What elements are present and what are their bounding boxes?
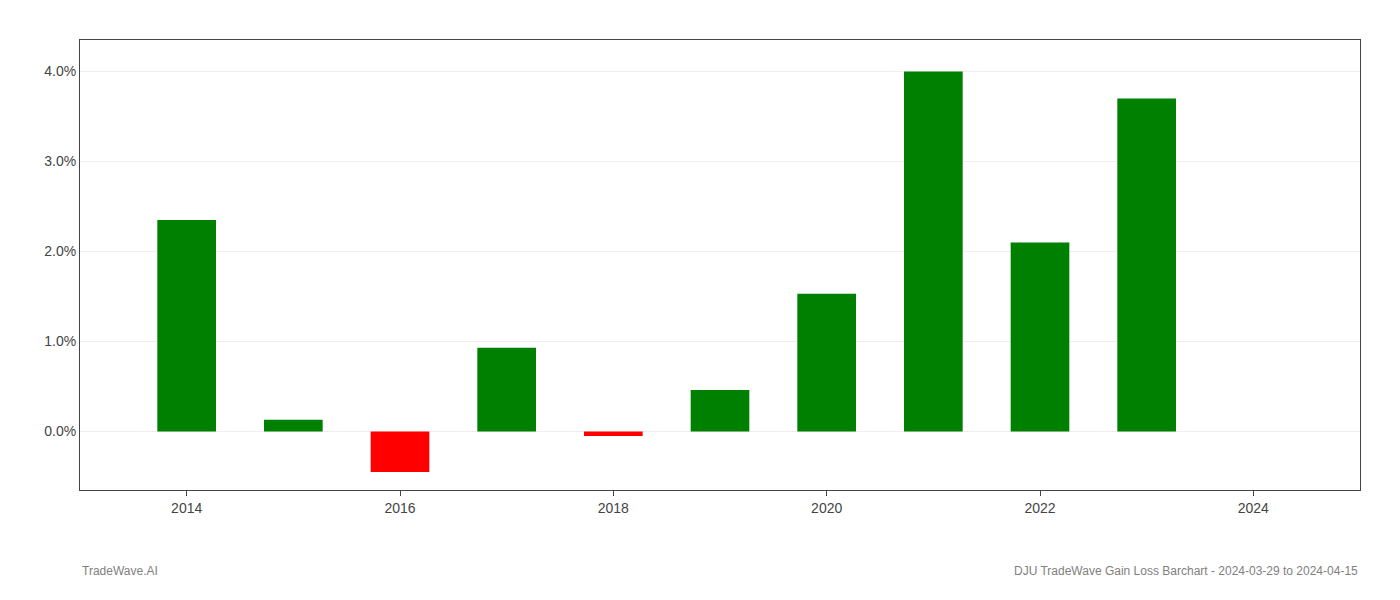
svg-text:2.0%: 2.0% — [44, 243, 76, 259]
svg-text:3.0%: 3.0% — [44, 153, 76, 169]
svg-text:0.0%: 0.0% — [44, 423, 76, 439]
svg-text:2016: 2016 — [384, 500, 415, 516]
svg-text:2020: 2020 — [811, 500, 842, 516]
svg-text:1.0%: 1.0% — [44, 333, 76, 349]
svg-text:2018: 2018 — [598, 500, 629, 516]
svg-text:DJU TradeWave Gain Loss Barcha: DJU TradeWave Gain Loss Barchart - 2024-… — [1014, 564, 1358, 578]
svg-text:2022: 2022 — [1024, 500, 1055, 516]
svg-text:TradeWave.AI: TradeWave.AI — [82, 564, 158, 578]
svg-text:2024: 2024 — [1238, 500, 1269, 516]
svg-text:2014: 2014 — [171, 500, 202, 516]
svg-text:4.0%: 4.0% — [44, 63, 76, 79]
